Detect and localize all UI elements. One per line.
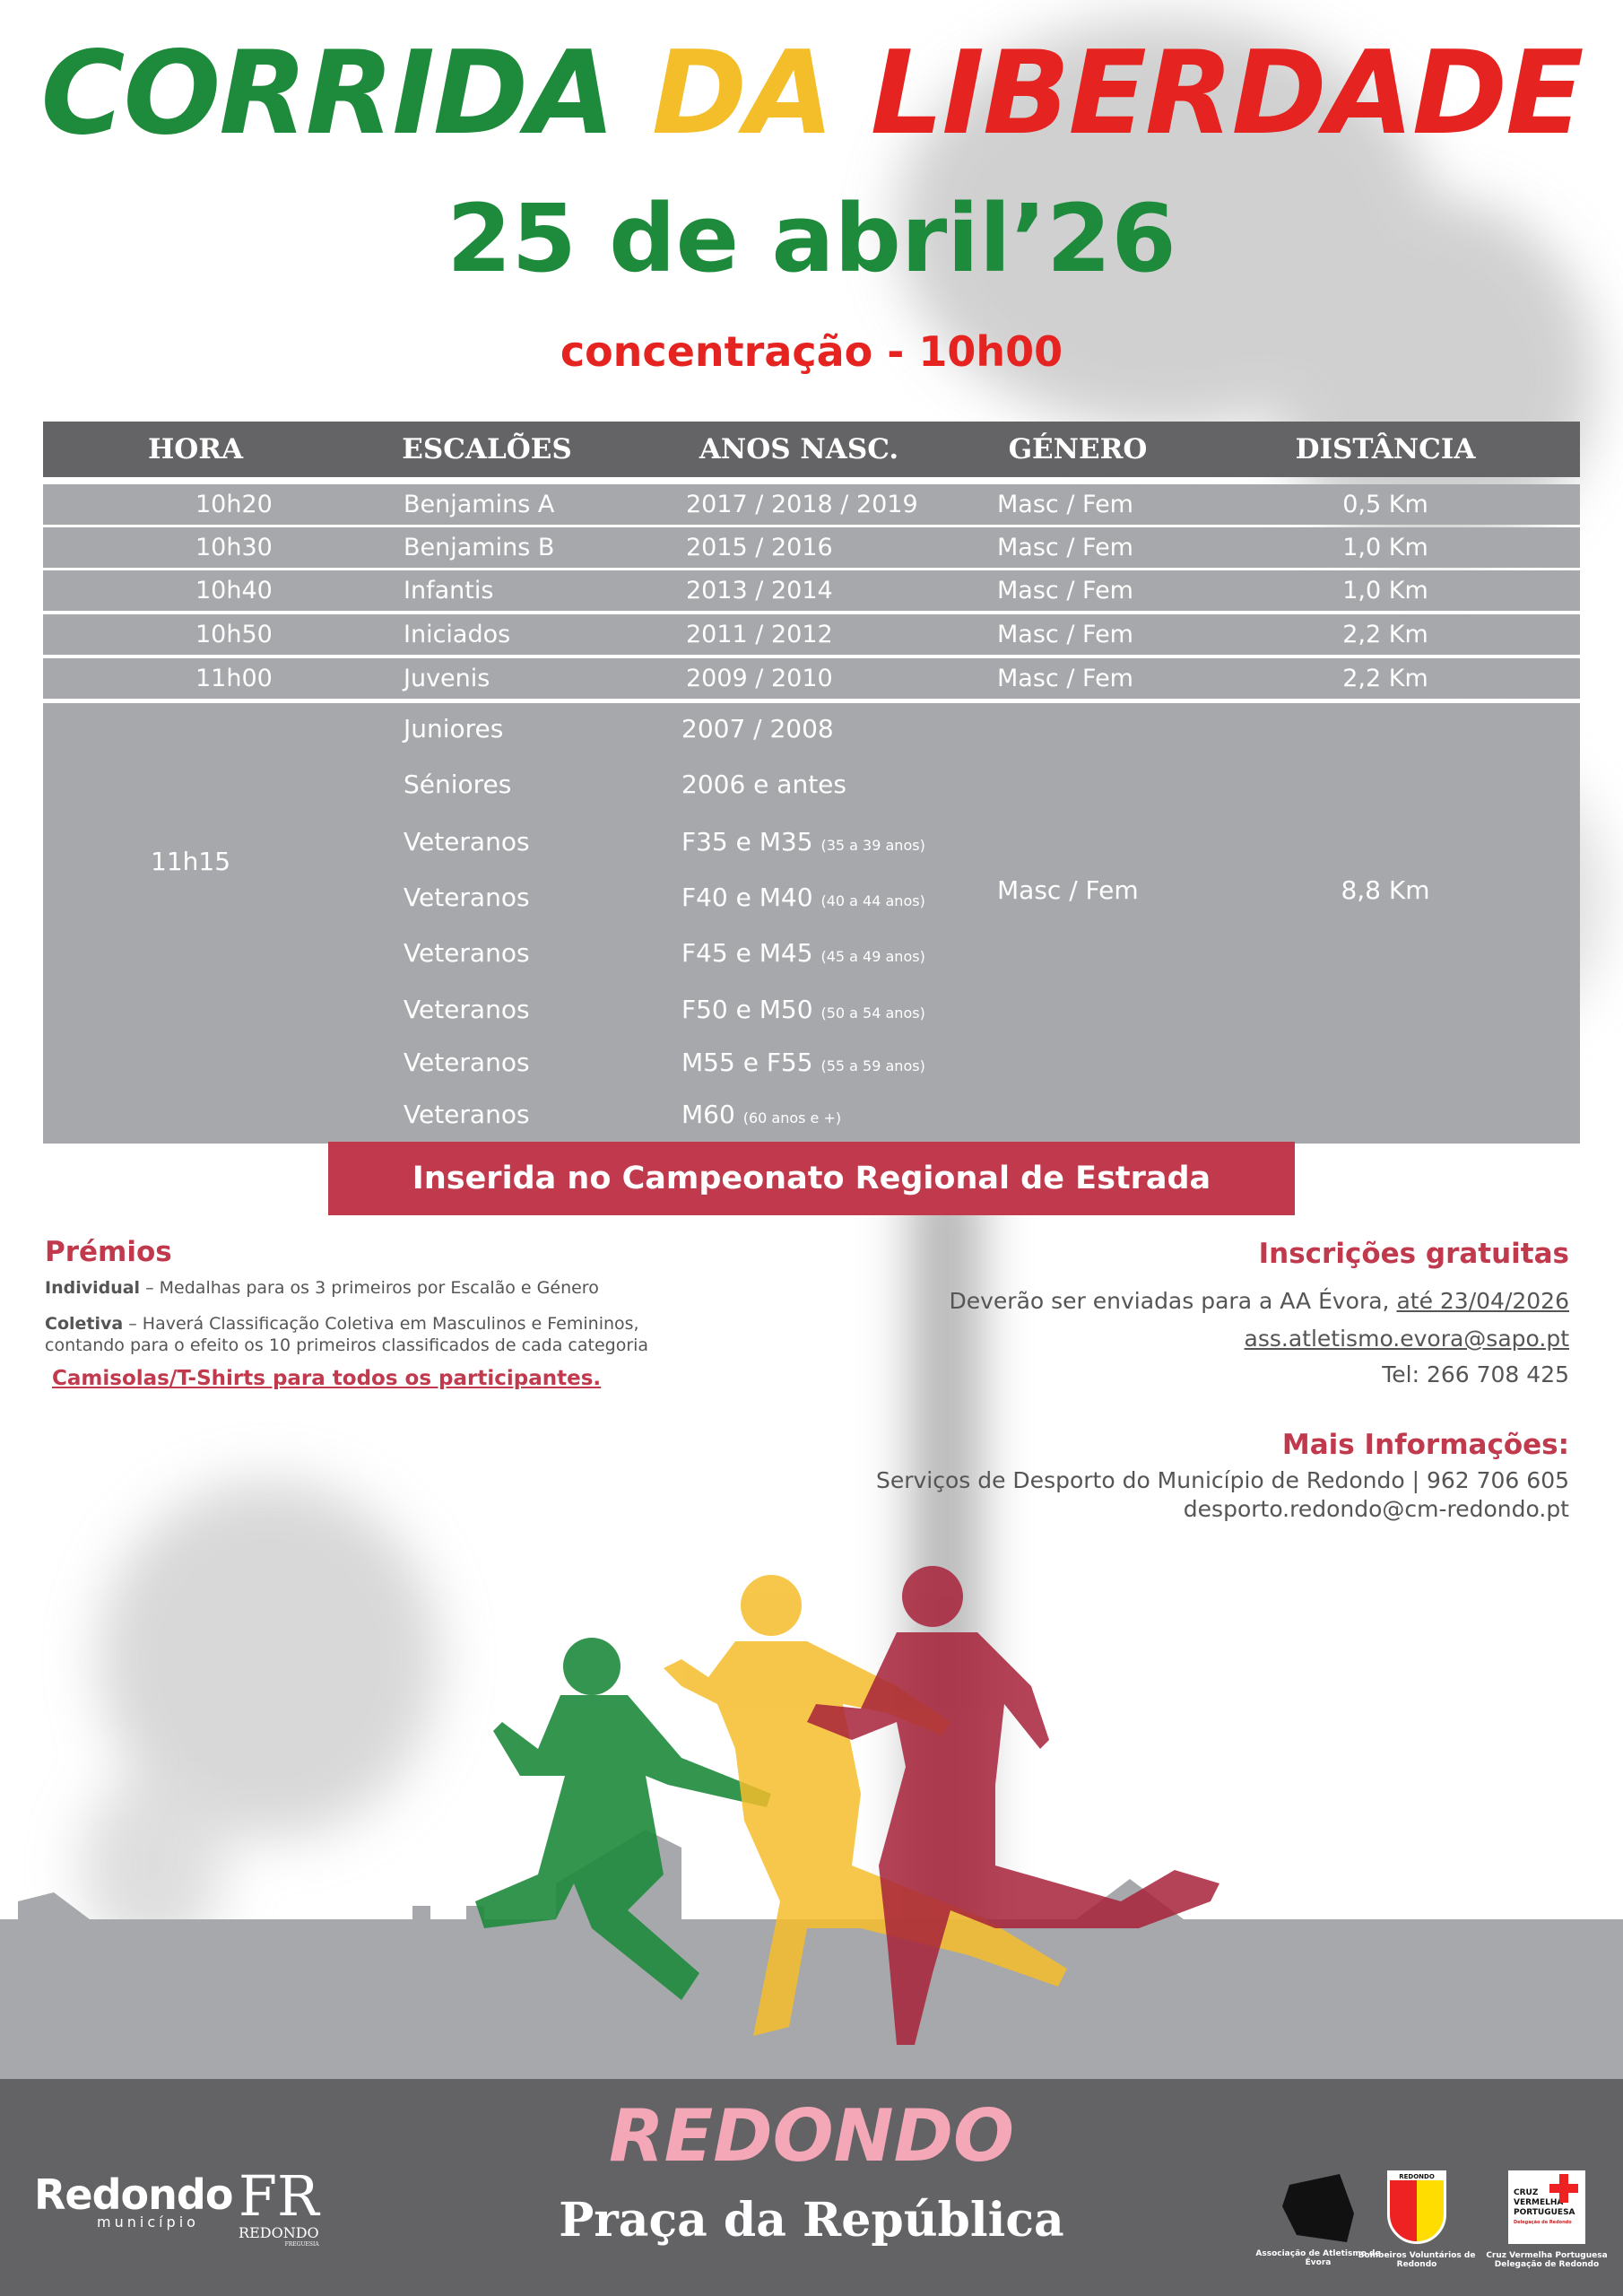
group-genero: Masc / Fem	[997, 875, 1139, 905]
cell-distancia: 1,0 Km	[1342, 534, 1428, 561]
group-escalao: Veteranos	[404, 883, 530, 912]
registration-line: Deverão ser enviadas para a AA Évora, at…	[949, 1288, 1570, 1314]
cell-distancia: 2,2 Km	[1342, 621, 1428, 648]
runner-yellow	[664, 1575, 1067, 2036]
cell-genero: Masc / Fem	[997, 665, 1133, 692]
location-town: REDONDO	[608, 2094, 1015, 2178]
table-header: HORA ESCALÕES ANOS NASC. GÉNERO DISTÂNCI…	[43, 422, 1580, 477]
table-row: 11h00 Juvenis 2009 / 2010 Masc / Fem 2,2…	[43, 658, 1580, 699]
cell-hora: 10h20	[195, 491, 273, 518]
registration-tel: Tel: 266 708 425	[1382, 1361, 1569, 1387]
tshirts-note: Camisolas/T-Shirts para todos os partici…	[52, 1367, 602, 1390]
event-title: CORRIDA DA LIBERDADE	[40, 27, 1584, 161]
group-anos: F45 e M45 (45 a 49 anos)	[681, 938, 925, 968]
cell-hora: 10h40	[195, 577, 273, 604]
group-anos: F50 e M50 (50 a 54 anos)	[681, 995, 925, 1024]
cell-genero: Masc / Fem	[997, 621, 1133, 648]
info-heading: Mais Informações:	[1281, 1429, 1569, 1461]
cell-anos: 2015 / 2016	[686, 534, 833, 561]
cell-distancia: 0,5 Km	[1342, 491, 1428, 518]
bombeiros-shield-icon: REDONDO	[1387, 2170, 1446, 2244]
info-email: desporto.redondo@cm-redondo.pt	[1183, 1496, 1569, 1522]
info-line: Serviços de Desporto do Município de Red…	[875, 1467, 1569, 1493]
cell-anos: 2009 / 2010	[686, 665, 833, 692]
cell-escalao: Iniciados	[404, 621, 511, 648]
logo-aa-evora: Associação de Atletismo de Évora	[1255, 2170, 1381, 2267]
cell-escalao: Benjamins B	[404, 534, 555, 561]
registration-heading: Inscrições gratuitas	[1258, 1238, 1569, 1270]
header-distancia: DISTÂNCIA	[1295, 433, 1476, 465]
prizes-heading: Prémios	[45, 1236, 172, 1268]
cell-hora: 10h50	[195, 621, 273, 648]
logo-cruz-vermelha: CRUZ VERMELHA PORTUGUESA Delegação de Redo…	[1484, 2170, 1610, 2269]
aa-evora-emblem-icon	[1282, 2174, 1354, 2242]
cell-anos: 2011 / 2012	[686, 621, 833, 648]
logo-bombeiros: REDONDO Bombeiros Voluntários de Redondo	[1354, 2170, 1480, 2269]
table-group-row: 11h15 Masc / Fem 8,8 Km Juniores 2007 / 2…	[43, 703, 1580, 1144]
group-escalao: Juniores	[404, 714, 504, 744]
skyline-runners-illustration	[0, 1566, 1623, 2081]
cell-hora: 10h30	[195, 534, 273, 561]
cell-genero: Masc / Fem	[997, 577, 1133, 604]
group-escalao: Veteranos	[404, 1100, 530, 1129]
red-cross-icon: CRUZ VERMELHA PORTUGUESA Delegação de Redo…	[1508, 2170, 1585, 2244]
table-row: 10h30 Benjamins B 2015 / 2016 Masc / Fem…	[43, 527, 1580, 568]
championship-banner: Inserida no Campeonato Regional de Estra…	[328, 1142, 1295, 1215]
group-anos: F35 e M35 (35 a 39 anos)	[681, 827, 925, 857]
cell-escalao: Juvenis	[404, 665, 490, 692]
event-date: 25 de abril’26	[447, 184, 1176, 293]
cell-anos: 2017 / 2018 / 2019	[686, 491, 918, 518]
cell-escalao: Infantis	[404, 577, 494, 604]
table-row: 10h50 Iniciados 2011 / 2012 Masc / Fem 2…	[43, 614, 1580, 655]
logo-freguesia-redondo: FR REDONDO FREGUESIA	[239, 2163, 319, 2248]
prize-individual: Individual – Medalhas para os 3 primeiro…	[45, 1278, 599, 1298]
prize-coletiva: Coletiva – Haverá Classificação Coletiva…	[45, 1314, 649, 1355]
header-genero: GÉNERO	[1008, 433, 1148, 465]
group-anos: M55 e F55 (55 a 59 anos)	[681, 1048, 925, 1077]
cell-genero: Masc / Fem	[997, 491, 1133, 518]
header-escaloes: ESCALÕES	[402, 433, 572, 465]
group-escalao: Veteranos	[404, 827, 530, 857]
cell-genero: Masc / Fem	[997, 534, 1133, 561]
header-hora: HORA	[147, 433, 244, 465]
logo-redondo-municipio: Redondo município	[34, 2170, 233, 2231]
group-escalao: Séniores	[404, 770, 512, 799]
group-escalao: Veteranos	[404, 1048, 530, 1077]
concentration-time: concentração - 10h00	[560, 327, 1063, 376]
group-escalao: Veteranos	[404, 938, 530, 968]
group-distancia: 8,8 Km	[1341, 875, 1430, 905]
cell-escalao: Benjamins A	[404, 491, 555, 518]
group-anos: 2006 e antes	[681, 770, 846, 799]
runner-red	[807, 1566, 1219, 2045]
cell-distancia: 2,2 Km	[1342, 665, 1428, 692]
group-hora: 11h15	[151, 847, 231, 876]
cell-anos: 2013 / 2014	[686, 577, 833, 604]
table-row: 10h20 Benjamins A 2017 / 2018 / 2019 Mas…	[43, 484, 1580, 525]
table-row: 10h40 Infantis 2013 / 2014 Masc / Fem 1,…	[43, 570, 1580, 611]
group-anos: F40 e M40 (40 a 44 anos)	[681, 883, 925, 912]
group-escalao: Veteranos	[404, 995, 530, 1024]
group-anos: 2007 / 2008	[681, 714, 834, 744]
footer-band	[0, 2079, 1623, 2296]
cell-distancia: 1,0 Km	[1342, 577, 1428, 604]
header-anos: ANOS NASC.	[699, 433, 899, 465]
city-skyline	[0, 1830, 1623, 2081]
registration-email-link[interactable]: ass.atletismo.evora@sapo.pt	[1244, 1326, 1569, 1352]
cell-hora: 11h00	[195, 665, 273, 692]
runner-green	[475, 1638, 771, 2000]
group-anos: M60 (60 anos e +)	[681, 1100, 842, 1129]
location-place: Praça da República	[559, 2193, 1064, 2248]
